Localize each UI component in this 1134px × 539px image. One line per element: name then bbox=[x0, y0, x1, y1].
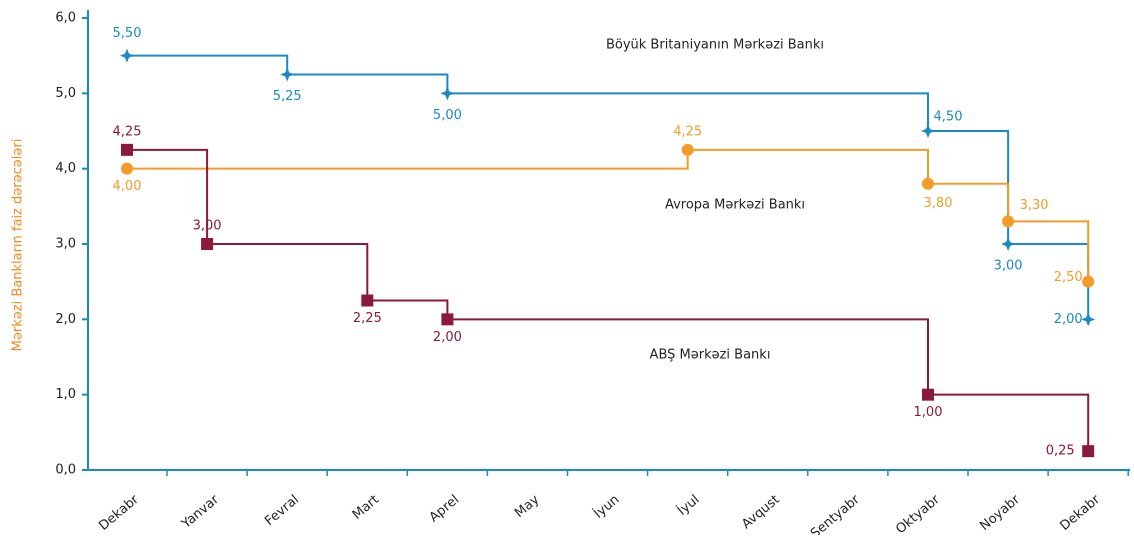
marker bbox=[361, 294, 374, 307]
marker bbox=[1082, 445, 1095, 458]
marker bbox=[1001, 237, 1016, 251]
marker bbox=[121, 143, 133, 156]
y-tick-label: 1,0 bbox=[55, 387, 76, 402]
x-tick-label: Yanvar bbox=[178, 492, 222, 532]
step-line bbox=[207, 243, 369, 301]
value-label: 3,00 bbox=[193, 219, 222, 234]
value-label: 4,00 bbox=[113, 179, 142, 194]
step-line bbox=[447, 92, 929, 131]
marker bbox=[922, 177, 934, 190]
value-label: 2,50 bbox=[1054, 270, 1083, 285]
step-line bbox=[127, 148, 209, 244]
value-label: 4,50 bbox=[934, 110, 963, 125]
marker bbox=[921, 124, 935, 138]
marker bbox=[1082, 275, 1095, 288]
marker bbox=[120, 48, 134, 63]
x-tick-label: Sentyabr bbox=[808, 492, 863, 535]
value-label: 0,25 bbox=[1046, 444, 1075, 459]
value-label: 3,30 bbox=[1020, 198, 1049, 213]
marker bbox=[441, 313, 454, 326]
y-tick-label: 2,0 bbox=[55, 312, 76, 327]
step-line bbox=[1008, 220, 1090, 282]
x-tick-label: İyun bbox=[591, 491, 623, 521]
x-tick-label: Dekabr bbox=[96, 492, 142, 534]
step-line bbox=[287, 73, 449, 94]
series-name: ABŞ Mərkəzi Bankı bbox=[650, 348, 771, 363]
x-tick-label: Mart bbox=[350, 492, 382, 523]
y-tick-label: 0,0 bbox=[55, 463, 76, 478]
value-label: 4,25 bbox=[673, 124, 702, 139]
step-line bbox=[127, 54, 289, 75]
value-label: 3,80 bbox=[924, 196, 953, 211]
value-label: 4,25 bbox=[113, 124, 142, 139]
step-line bbox=[127, 149, 689, 170]
x-tick-label: İyul bbox=[674, 491, 702, 518]
x-tick-label: Noyabr bbox=[977, 492, 1023, 534]
x-tick-label: Fevral bbox=[262, 492, 302, 529]
y-tick-label: 5,0 bbox=[55, 86, 76, 101]
marker bbox=[922, 388, 934, 401]
marker bbox=[280, 67, 295, 82]
step-line bbox=[687, 148, 929, 184]
value-label: 3,00 bbox=[994, 259, 1023, 274]
step-line bbox=[367, 299, 449, 320]
x-tick-label: Aprel bbox=[427, 492, 463, 525]
value-label: 1,00 bbox=[914, 405, 943, 420]
value-label: 2,00 bbox=[1054, 312, 1083, 327]
step-line bbox=[928, 130, 1010, 244]
value-label: 5,00 bbox=[433, 108, 462, 123]
step-line bbox=[928, 182, 1010, 222]
x-tick-label: Dekabr bbox=[1057, 492, 1103, 534]
y-tick-label: 4,0 bbox=[55, 161, 76, 176]
marker bbox=[1081, 312, 1096, 327]
marker bbox=[201, 238, 214, 250]
series-name: Böyük Britaniyanın Mərkəzi Bankı bbox=[606, 38, 824, 53]
value-label: 2,00 bbox=[433, 330, 462, 345]
y-tick-label: 6,0 bbox=[55, 11, 76, 26]
marker bbox=[440, 86, 455, 101]
x-tick-label: Oktyabr bbox=[893, 492, 943, 535]
value-label: 5,25 bbox=[273, 89, 302, 104]
marker bbox=[681, 143, 694, 156]
x-tick-label: May bbox=[512, 492, 542, 521]
series-name: Avropa Mərkəzi Bankı bbox=[665, 198, 805, 213]
marker bbox=[121, 162, 133, 175]
y-axis-label: Mərkəzi Bankların faiz dərəcələri bbox=[11, 139, 26, 352]
y-tick-label: 3,0 bbox=[55, 237, 76, 252]
marker bbox=[1002, 215, 1015, 228]
value-label: 5,50 bbox=[113, 26, 142, 41]
step-line bbox=[447, 318, 929, 395]
value-label: 2,25 bbox=[353, 311, 382, 326]
x-tick-label: Avqust bbox=[739, 492, 782, 532]
step-line bbox=[928, 393, 1090, 452]
